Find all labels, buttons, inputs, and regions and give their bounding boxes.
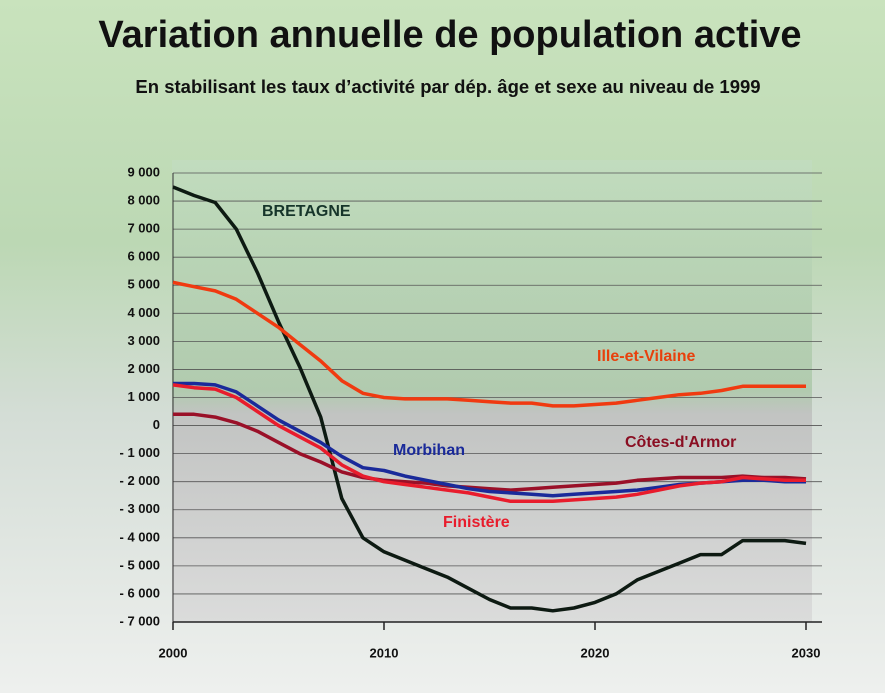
- x-tick-label: 2010: [370, 645, 399, 660]
- chart: Variation annuelle de population active …: [0, 0, 885, 693]
- y-tick-label: 7 000: [127, 221, 160, 236]
- x-tick-label: 2020: [581, 645, 610, 660]
- chart-subtitle: En stabilisant les taux d’activité par d…: [135, 76, 760, 97]
- y-tick-label: 0: [153, 417, 160, 432]
- y-tick-label: - 5 000: [120, 557, 160, 572]
- series-label: Ille-et-Vilaine: [597, 348, 696, 365]
- y-tick-label: - 2 000: [120, 473, 160, 488]
- y-tick-label: - 3 000: [120, 501, 160, 516]
- y-tick-label: - 1 000: [120, 445, 160, 460]
- y-tick-label: 6 000: [127, 249, 160, 264]
- y-tick-label: 8 000: [127, 193, 160, 208]
- y-tick-label: 4 000: [127, 305, 160, 320]
- x-tick-label: 2000: [159, 645, 188, 660]
- y-tick-label: - 4 000: [120, 529, 160, 544]
- series-label: BRETAGNE: [262, 203, 351, 220]
- chart-title: Variation annuelle de population active: [98, 14, 801, 56]
- y-tick-label: 1 000: [127, 389, 160, 404]
- y-tick-label: 3 000: [127, 333, 160, 348]
- series-label: Côtes-d'Armor: [625, 434, 736, 451]
- series-label: Morbihan: [393, 442, 465, 459]
- x-tick-label: 2030: [792, 645, 821, 660]
- y-tick-label: 2 000: [127, 361, 160, 376]
- y-tick-label: 9 000: [127, 164, 160, 179]
- y-tick-label: - 6 000: [120, 585, 160, 600]
- y-tick-label: 5 000: [127, 277, 160, 292]
- series-label: Finistère: [443, 514, 510, 531]
- y-tick-label: - 7 000: [120, 613, 160, 628]
